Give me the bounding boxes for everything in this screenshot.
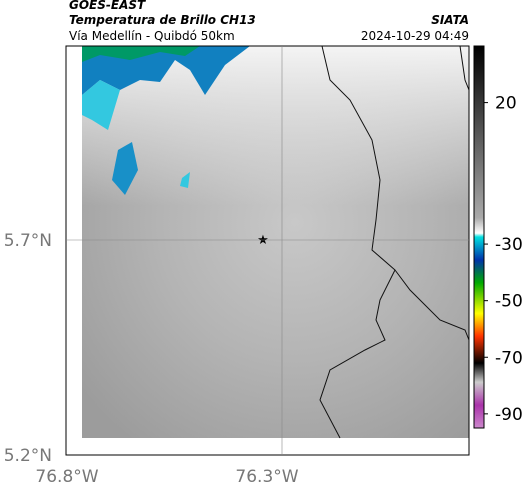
lon-tick-label: 76.8°W	[35, 467, 98, 487]
product: Temperatura de Brillo CH13	[69, 13, 256, 27]
colorbar-tick-label: -30	[495, 235, 523, 255]
colorbar-tick-label: 20	[495, 94, 517, 114]
lat-tick-label: 5.2°N	[4, 446, 52, 466]
lat-tick-label: 5.7°N	[4, 231, 52, 251]
colorbar-tick-label: -90	[495, 405, 523, 425]
timestamp: 2024-10-29 04:49	[361, 29, 469, 43]
colorbar-tick-label: -70	[495, 348, 523, 368]
svg-text:★: ★	[257, 233, 269, 248]
route: Vía Medellín - Quibdó 50km	[69, 29, 235, 43]
colorbar	[473, 45, 485, 429]
ticks: 76.8°W 76.3°W 5.7°N 5.2°N 20 -30 -50 -70 -90	[4, 46, 523, 487]
colorbar-tick-label: -50	[495, 292, 523, 312]
agency: SIATA	[431, 13, 469, 27]
source: GOES-EAST	[69, 0, 146, 12]
lon-tick-label: 76.3°W	[235, 467, 298, 487]
map-frame: ★	[65, 45, 470, 456]
